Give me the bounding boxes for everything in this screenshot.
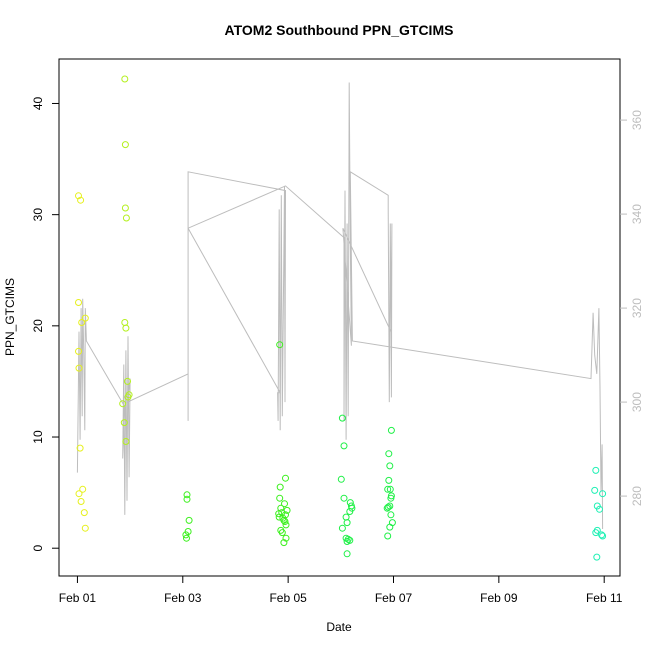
data-point bbox=[383, 504, 391, 512]
data-point bbox=[78, 319, 86, 326]
y2-tick-label: 280 bbox=[630, 486, 644, 506]
data-point bbox=[348, 504, 356, 512]
data-point bbox=[338, 414, 346, 422]
y-tick-label: 10 bbox=[31, 430, 45, 444]
data-point bbox=[387, 494, 395, 502]
data-point bbox=[592, 466, 600, 474]
data-point bbox=[276, 483, 284, 491]
data-point bbox=[124, 393, 132, 401]
y-tick-label: 30 bbox=[31, 208, 45, 222]
data-point bbox=[337, 475, 345, 483]
y2-tick-label: 360 bbox=[630, 110, 644, 130]
data-point bbox=[75, 347, 82, 355]
data-point bbox=[386, 485, 394, 493]
data-point bbox=[599, 490, 607, 498]
data-point bbox=[76, 444, 84, 452]
y2-tick-label: 340 bbox=[630, 204, 644, 224]
data-point bbox=[280, 539, 288, 547]
data-point bbox=[183, 491, 191, 499]
data-point bbox=[386, 462, 394, 470]
data-point bbox=[121, 141, 129, 149]
data-point bbox=[122, 438, 130, 445]
data-point bbox=[591, 486, 599, 494]
data-point bbox=[75, 364, 83, 372]
data-point bbox=[599, 532, 607, 540]
data-point bbox=[598, 531, 606, 539]
data-point bbox=[281, 500, 288, 508]
data-point bbox=[593, 526, 601, 534]
data-point bbox=[593, 553, 601, 561]
y2-tick-label: 300 bbox=[630, 392, 644, 412]
data-point bbox=[183, 495, 191, 503]
x-tick-label: Feb 01 bbox=[59, 591, 97, 605]
data-point bbox=[75, 299, 82, 306]
x-tick-label: Feb 03 bbox=[164, 591, 202, 605]
data-point bbox=[283, 506, 291, 514]
data-point bbox=[282, 521, 290, 529]
y-tick-label: 40 bbox=[31, 96, 45, 110]
data-point bbox=[119, 400, 127, 408]
data-point bbox=[340, 442, 348, 450]
data-point bbox=[278, 529, 286, 537]
y-axis-label: PPN_GTCIMS bbox=[3, 278, 17, 356]
data-point bbox=[276, 341, 284, 349]
data-point bbox=[121, 75, 129, 83]
x-tick-label: Feb 05 bbox=[269, 591, 307, 605]
data-point bbox=[276, 494, 284, 502]
data-point bbox=[385, 476, 393, 484]
x-tick-label: Feb 07 bbox=[375, 591, 413, 605]
data-point bbox=[122, 214, 130, 222]
data-point bbox=[183, 534, 190, 542]
y-tick-label: 20 bbox=[31, 319, 45, 333]
data-point bbox=[275, 510, 283, 518]
x-axis-label: Date bbox=[326, 620, 352, 634]
data-point bbox=[384, 485, 392, 493]
plot-area bbox=[58, 58, 621, 577]
data-point bbox=[79, 485, 87, 493]
data-point bbox=[122, 324, 130, 332]
data-point bbox=[81, 524, 89, 532]
data-point bbox=[340, 494, 348, 502]
data-point bbox=[384, 532, 392, 540]
data-point bbox=[185, 516, 193, 524]
data-point bbox=[387, 511, 395, 519]
y2-tick-label: 320 bbox=[630, 298, 644, 318]
data-point bbox=[384, 503, 392, 511]
data-point bbox=[182, 531, 190, 539]
data-point bbox=[343, 538, 351, 545]
data-point bbox=[386, 523, 394, 531]
data-point bbox=[75, 192, 82, 200]
data-point bbox=[75, 490, 83, 498]
data-point bbox=[282, 534, 290, 542]
data-point bbox=[385, 450, 393, 458]
data-point bbox=[80, 509, 88, 517]
data-point bbox=[275, 513, 283, 521]
data-point bbox=[343, 519, 351, 527]
data-point bbox=[81, 314, 89, 322]
data-point bbox=[596, 505, 603, 513]
data-point bbox=[77, 498, 85, 505]
data-point bbox=[121, 204, 129, 212]
x-tick-label: Feb 11 bbox=[586, 591, 623, 605]
x-tick-label: Feb 09 bbox=[480, 591, 518, 605]
data-point bbox=[281, 518, 289, 525]
scatter-points bbox=[75, 75, 607, 561]
data-point bbox=[387, 426, 395, 434]
data-point bbox=[282, 474, 289, 482]
data-point bbox=[124, 377, 131, 385]
y-tick-label: 0 bbox=[31, 545, 45, 552]
data-point bbox=[120, 419, 128, 427]
data-point bbox=[77, 196, 85, 204]
data-point bbox=[343, 550, 351, 558]
chart-title: ATOM2 Southbound PPN_GTCIMS bbox=[225, 22, 454, 38]
data-point bbox=[338, 524, 346, 532]
axes: Feb 01 Feb 03 Feb 05 Feb 07 Feb 09 Feb 11 0 10 2… bbox=[31, 96, 644, 605]
